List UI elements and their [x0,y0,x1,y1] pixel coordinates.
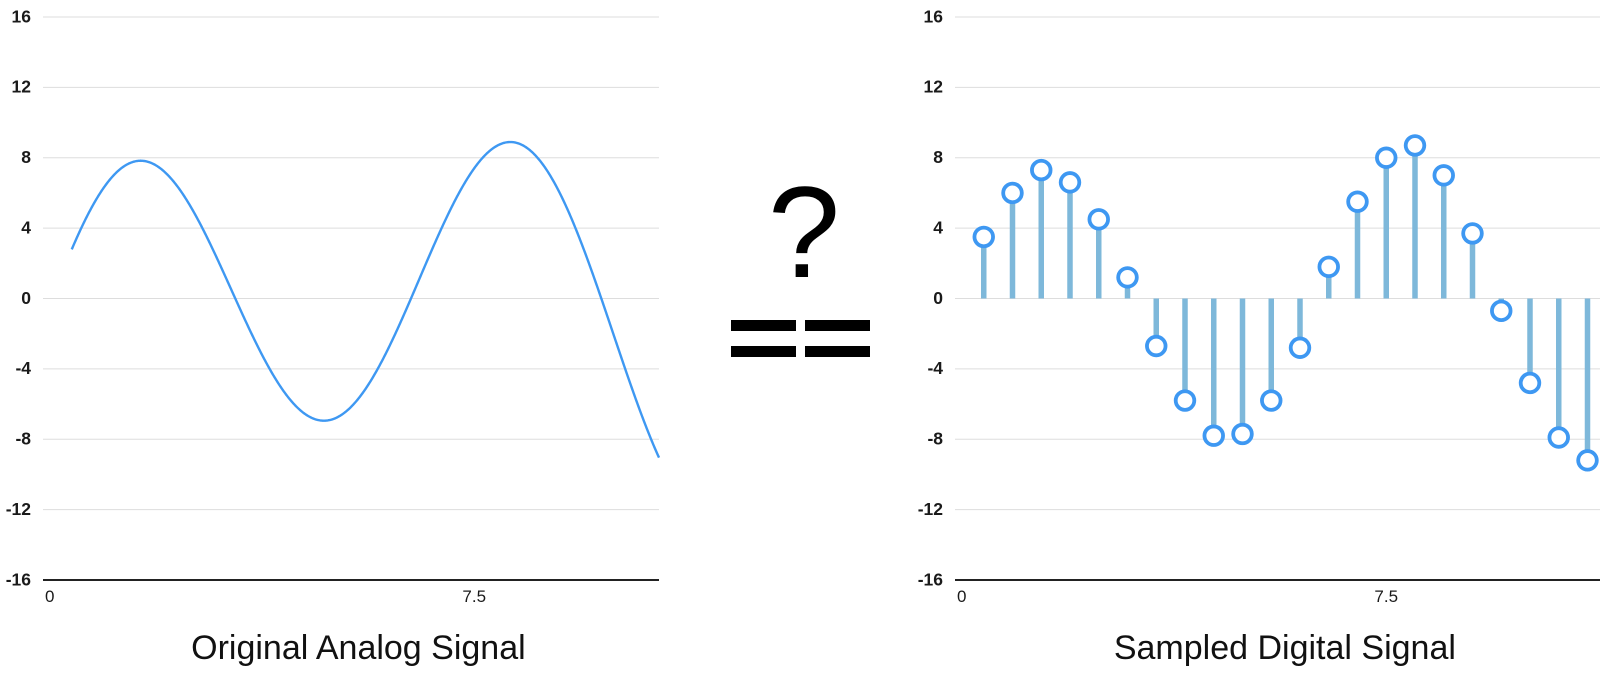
svg-text:0: 0 [45,587,54,606]
svg-text:7.5: 7.5 [1374,587,1398,606]
svg-text:0: 0 [933,288,943,308]
svg-text:-12: -12 [6,499,32,519]
svg-text:12: 12 [12,77,32,97]
svg-text:8: 8 [933,147,943,167]
svg-text:-16: -16 [6,569,32,589]
svg-text:0: 0 [21,288,31,308]
svg-text:-8: -8 [927,429,943,449]
svg-text:7.5: 7.5 [462,587,486,606]
svg-text:4: 4 [933,217,943,237]
svg-text:4: 4 [21,217,31,237]
svg-text:-8: -8 [15,429,31,449]
svg-text:?: ? [768,159,840,305]
svg-text:8: 8 [21,147,31,167]
svg-text:0: 0 [957,587,966,606]
svg-text:-16: -16 [918,569,944,589]
svg-text:-4: -4 [927,358,943,378]
svg-text:-4: -4 [15,358,31,378]
svg-text:-12: -12 [918,499,944,519]
svg-text:16: 16 [12,6,32,26]
svg-text:16: 16 [924,6,944,26]
svg-text:12: 12 [924,77,944,97]
